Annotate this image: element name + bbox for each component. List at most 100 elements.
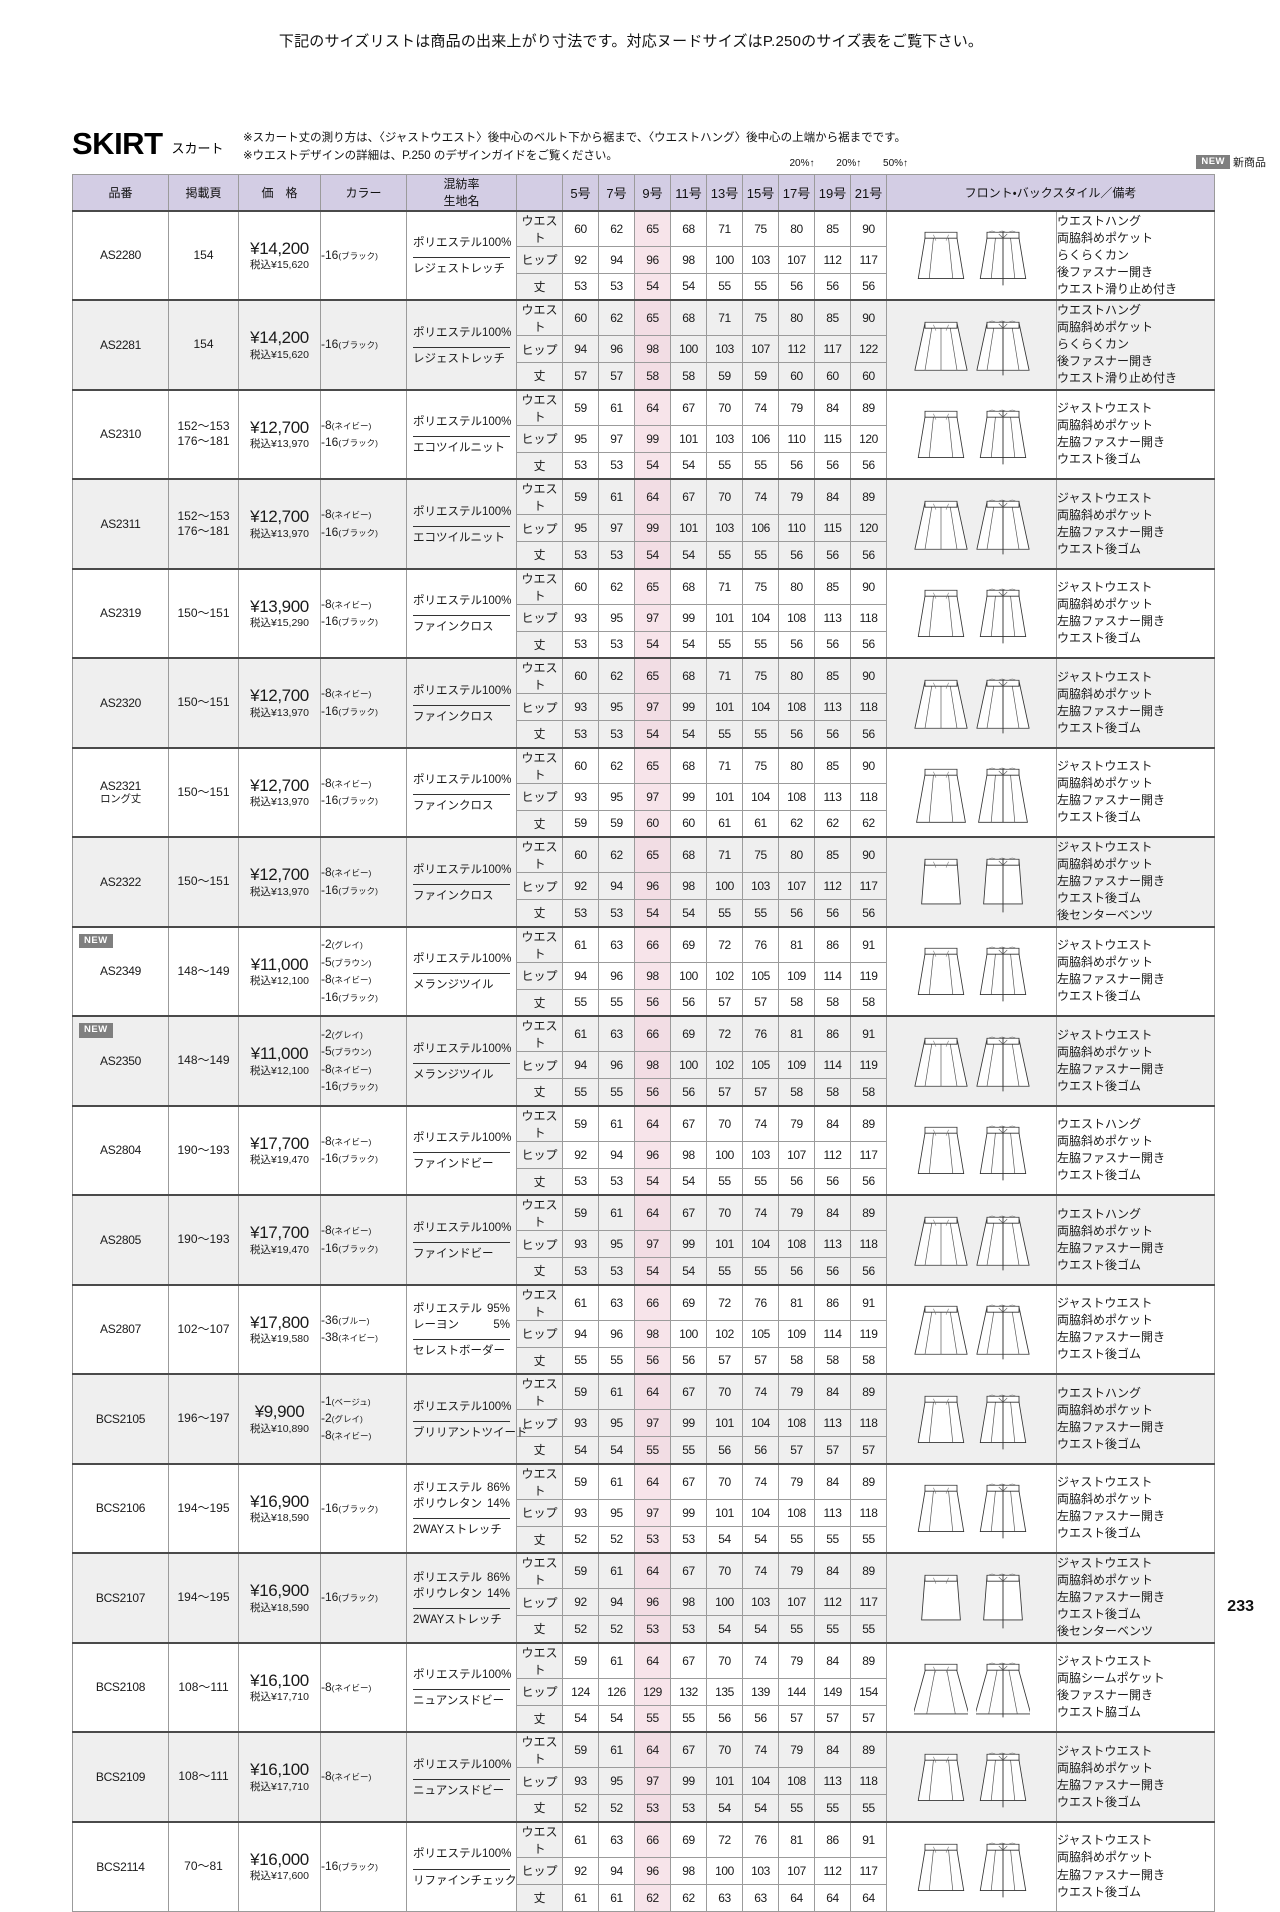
size-value-length-13号: 56 <box>706 1436 743 1464</box>
table-row: 丈 54 54 55 55 56 56 57 57 57 <box>73 1436 1215 1464</box>
title-sub: スカート <box>171 141 224 156</box>
size-value-waist-21号: 89 <box>850 1104 887 1142</box>
size-value-waist-21号: 91 <box>850 925 887 963</box>
size-value-hip-11号: 98 <box>670 1588 707 1616</box>
fabric-cell: ポリエステル 100% ファインドビー <box>406 1194 517 1285</box>
size-value-length-15号: 54 <box>742 1794 779 1822</box>
size-value-length-9号: 54 <box>634 1257 671 1285</box>
price-tax-included: 税込¥13,970 <box>250 706 309 719</box>
size-value-length-7号: 52 <box>598 1525 635 1554</box>
product-code: BCS2107 <box>95 1590 146 1605</box>
size-value-hip-13号: 103 <box>706 335 743 363</box>
size-value-hip-9号: 97 <box>634 1498 671 1527</box>
size-value-length-17号: 56 <box>778 1257 815 1285</box>
catalog-page: 194〜195 <box>177 1590 230 1605</box>
price-tax-included: 税込¥10,890 <box>250 1422 309 1435</box>
size-value-waist-5号: 59 <box>562 1462 599 1500</box>
size-value-waist-5号: 60 <box>562 836 599 873</box>
fabric-material: ポリエステル <box>413 1571 482 1584</box>
fabric-material: ポリエステル <box>413 1132 482 1145</box>
fabric-cell: ポリエステル 100% ブリリアントツイード <box>406 1373 528 1464</box>
price-tax-included: 税込¥13,970 <box>250 527 309 540</box>
size-value-waist-19号: 85 <box>814 657 851 694</box>
size-value-length-15号: 61 <box>742 809 779 838</box>
size-value-hip-19号: 113 <box>814 782 851 811</box>
size-value-length-21号: 55 <box>850 1615 887 1643</box>
color-option: -16(ブラック) <box>321 524 379 539</box>
size-value-hip-5号: 92 <box>562 1588 599 1616</box>
size-value-hip-19号: 113 <box>814 1498 851 1527</box>
color-option: -16(ブラック) <box>321 247 379 262</box>
price-tax-included: 税込¥13,970 <box>250 885 309 898</box>
size-list-table: 品番 掲載頁 価 格 カラー 混紡率 生地名 5号 7号 9号 11号 13号 … <box>72 174 1216 1912</box>
size-value-hip-19号: 114 <box>814 1319 851 1348</box>
size-value-hip-9号: 97 <box>634 693 671 721</box>
size-value-waist-15号: 76 <box>742 925 779 963</box>
size-value-length-13号: 55 <box>706 451 743 480</box>
price-cell: ¥17,700 税込¥19,470 <box>238 1194 321 1285</box>
size-value-waist-13号: 71 <box>706 209 743 247</box>
size-value-hip-7号: 95 <box>598 782 635 811</box>
price-cell: ¥12,700 税込¥13,970 <box>238 388 321 480</box>
dimension-label-waist: ウエスト <box>516 657 563 694</box>
fabric-cell: ポリエステル 100% ファインクロス <box>406 746 517 838</box>
size-value-hip-15号: 106 <box>742 424 779 453</box>
size-value-waist-13号: 70 <box>706 1462 743 1500</box>
price-tax-included: 税込¥18,590 <box>250 1601 309 1614</box>
price-tax-included: 税込¥19,580 <box>250 1333 309 1346</box>
dimension-label-waist: ウエスト <box>516 1552 563 1589</box>
size-value-hip-7号: 95 <box>598 1498 635 1527</box>
size-value-waist-11号: 67 <box>670 1731 707 1768</box>
size-value-length-15号: 55 <box>742 1257 779 1285</box>
color-option: -16(ブラック) <box>321 614 379 629</box>
fabric-component: ポリエステル 100% <box>413 862 511 878</box>
fabric-name: メランジツイル <box>413 1062 510 1082</box>
catalog-page: 176〜181 <box>177 523 230 538</box>
size-value-hip-13号: 101 <box>706 1767 743 1795</box>
size-value-waist-17号: 81 <box>778 925 815 963</box>
size-value-waist-21号: 89 <box>850 1373 887 1410</box>
price-tax-included: 税込¥15,290 <box>250 617 309 630</box>
color-cell: -8(ネイビー) <box>320 1641 407 1733</box>
size-value-waist-17号: 79 <box>778 388 815 426</box>
size-value-length-9号: 54 <box>634 541 671 569</box>
table-row: ヒップ 93 95 97 99 101 104 108 113 118 <box>73 782 1215 811</box>
remarks-cell: ジャストウエスト 両脇斜めポケット 左脇ファスナー開き ウエスト後ゴム <box>1055 567 1216 659</box>
color-option: -16(ブラック) <box>321 989 379 1004</box>
size-value-hip-21号: 119 <box>850 1051 887 1079</box>
size-value-waist-13号: 71 <box>706 746 743 784</box>
dimension-label-waist: ウエスト <box>516 1015 563 1052</box>
remark-item: 後センターベンツ <box>1057 1624 1154 1639</box>
size-value-length-13号: 55 <box>706 630 743 659</box>
size-value-waist-9号: 64 <box>634 1194 671 1231</box>
size-value-hip-11号: 101 <box>670 424 707 453</box>
fabric-material: ポリエステル <box>413 953 482 966</box>
remark-item: 両脇斜めポケット <box>1057 1223 1154 1238</box>
fabric-component: ポリエステル 86% <box>413 1570 510 1586</box>
size-value-waist-9号: 66 <box>634 925 671 963</box>
size-value-hip-19号: 112 <box>814 245 851 274</box>
size-value-length-15号: 54 <box>742 1615 779 1643</box>
fabric-percent: 14% <box>486 1587 510 1600</box>
size-value-hip-9号: 98 <box>634 961 671 990</box>
catalog-page: 150〜151 <box>177 605 230 620</box>
dimension-label-hip: ヒップ <box>516 1856 563 1885</box>
size-value-hip-17号: 107 <box>778 245 815 274</box>
skirt-illustration-back <box>975 678 1030 734</box>
stretch-mark-19: 20%↑ <box>836 158 862 169</box>
size-value-hip-15号: 104 <box>742 1498 779 1527</box>
size-value-hip-15号: 104 <box>742 1409 779 1437</box>
catalog-page: 150〜151 <box>177 784 230 799</box>
price-main: ¥17,700 <box>250 1223 309 1243</box>
size-value-length-7号: 53 <box>598 1257 635 1285</box>
fabric-percent: 5% <box>493 1319 510 1332</box>
size-value-length-9号: 53 <box>634 1525 671 1554</box>
catalog-page: 70〜81 <box>184 1859 223 1873</box>
size-value-waist-17号: 80 <box>778 657 815 694</box>
dimension-label-waist: ウエスト <box>516 1462 563 1500</box>
remarks-cell: ジャストウエスト 両脇斜めポケット 左脇ファスナー開き ウエスト後ゴム <box>1055 388 1216 480</box>
size-value-length-17号: 57 <box>778 1704 815 1733</box>
size-value-waist-5号: 59 <box>562 1194 599 1231</box>
size-value-length-7号: 53 <box>598 630 635 659</box>
fabric-cell: ポリエステル 86% ポリウレタン 14% 2WAYストレッチ <box>406 1462 517 1554</box>
